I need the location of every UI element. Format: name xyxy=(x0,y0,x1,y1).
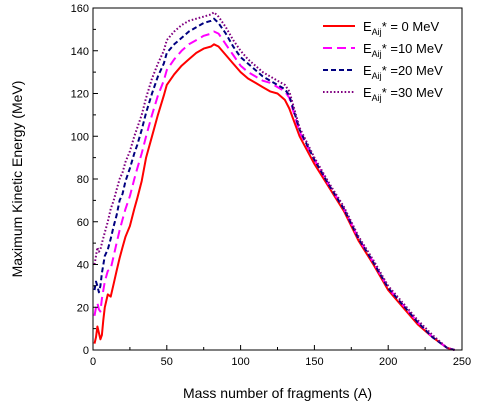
x-tick-label: 100 xyxy=(231,356,249,368)
y-tick-label: 40 xyxy=(77,260,89,272)
legend-prefix: E xyxy=(363,85,372,100)
legend-suffix: * =20 MeV xyxy=(382,63,443,78)
legend-entry-1: EAij* =10 MeV xyxy=(363,41,443,59)
y-tick-label: 80 xyxy=(77,174,89,186)
y-tick-label: 140 xyxy=(71,46,89,58)
x-tick-label: 200 xyxy=(379,356,397,368)
legend-suffix: * = 0 MeV xyxy=(382,19,440,34)
legend-entry-0: EAij* = 0 MeV xyxy=(363,19,439,37)
legend-entry-3: EAij* =30 MeV xyxy=(363,85,443,103)
legend-prefix: E xyxy=(363,63,372,78)
y-tick-label: 0 xyxy=(83,345,89,357)
series-line-1 xyxy=(93,30,455,351)
legend-subscript: Aij xyxy=(372,27,382,37)
x-tick-label: 0 xyxy=(90,356,96,368)
legend-prefix: E xyxy=(363,41,372,56)
legend-subscript: Aij xyxy=(372,49,382,59)
series-line-3 xyxy=(93,11,455,351)
series-line-2 xyxy=(93,17,455,351)
tick-labels: 0 50 100 150 200 250 0 20 40 60 80 100 120 140 160 xyxy=(71,3,472,368)
y-axis-label: Maximum Kinetic Energy (MeV) xyxy=(9,81,25,278)
series-line-0 xyxy=(93,43,455,351)
x-tick-label: 150 xyxy=(305,356,323,368)
plot-lines xyxy=(93,11,455,351)
y-tick-label: 120 xyxy=(71,89,89,101)
x-axis-label: Mass number of fragments (A) xyxy=(183,385,372,401)
y-tick-label: 20 xyxy=(77,302,89,314)
legend-prefix: E xyxy=(363,19,372,34)
plot-frame xyxy=(92,7,463,351)
x-tick-label: 250 xyxy=(453,356,471,368)
legend-entry-2: EAij* =20 MeV xyxy=(363,63,443,81)
legend-suffix: * =10 MeV xyxy=(382,41,443,56)
y-tick-label: 100 xyxy=(71,131,89,143)
ticks xyxy=(92,7,463,351)
legend-subscript: Aij xyxy=(372,93,382,103)
legend-suffix: * =30 MeV xyxy=(382,85,443,100)
y-tick-label: 160 xyxy=(71,3,89,15)
x-tick-label: 50 xyxy=(161,356,173,368)
y-tick-label: 60 xyxy=(77,217,89,229)
legend-subscript: Aij xyxy=(372,71,382,81)
